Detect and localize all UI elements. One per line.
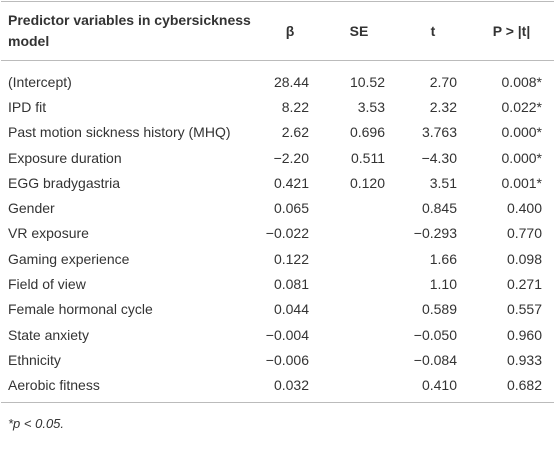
label-cell: (Intercept) xyxy=(8,73,72,90)
value-cell xyxy=(321,195,397,220)
label-cell: Female hormonal cycle xyxy=(8,301,153,318)
table-row: Exposure duration −2.20 0.511 −4.30 0.000* xyxy=(1,145,554,170)
value-cell: 0.271 xyxy=(506,276,542,293)
value-cell: 8.22 xyxy=(281,98,309,115)
value-cell: 0.122 xyxy=(273,250,309,267)
table-header: Predictor variables in cybersickness mod… xyxy=(1,1,554,61)
value-cell: −0.050 xyxy=(413,326,457,343)
value-cell: 0.696 xyxy=(349,124,385,141)
value-cell: 0.845 xyxy=(421,200,457,217)
label-cell: Gender xyxy=(8,200,55,217)
table-row: Gaming experience 0.122 1.66 0.098 xyxy=(1,246,554,271)
table-row: Ethnicity −0.006 −0.084 0.933 xyxy=(1,347,554,372)
value-cell: 0.511 xyxy=(351,149,385,166)
value-cell: 1.10 xyxy=(429,276,457,293)
value-cell: 0.032 xyxy=(259,372,321,403)
value-cell: 0.400 xyxy=(506,200,542,217)
value-cell xyxy=(321,246,397,271)
table-row: Gender 0.065 0.845 0.400 xyxy=(1,195,554,220)
value-cell: 0.022* xyxy=(501,98,542,115)
table-row: State anxiety −0.004 −0.050 0.960 xyxy=(1,322,554,347)
table-row: Female hormonal cycle 0.044 0.589 0.557 xyxy=(1,297,554,322)
table-row: Aerobic fitness 0.032 0.410 0.682 xyxy=(1,372,554,403)
value-cell: −0.084 xyxy=(413,351,457,368)
label-cell: Field of view xyxy=(8,276,86,293)
table-row: IPD fit 8.22 3.53 2.32 0.022* xyxy=(1,94,554,119)
value-cell: 3.53 xyxy=(357,98,385,115)
value-cell: 0.008* xyxy=(501,73,542,90)
value-cell: 0.589 xyxy=(421,301,457,318)
value-cell: 2.62 xyxy=(281,124,309,141)
value-cell: −0.293 xyxy=(413,225,457,242)
value-cell xyxy=(321,271,397,296)
value-cell: 28.44 xyxy=(273,73,309,90)
value-cell: −2.20 xyxy=(273,149,309,166)
column-header: SE xyxy=(321,1,397,61)
value-cell xyxy=(321,297,397,322)
value-cell: 0.557 xyxy=(506,301,542,318)
table-row: (Intercept) 28.44 10.52 2.70 0.008* xyxy=(1,61,554,95)
value-cell: 0.001* xyxy=(501,174,542,191)
table-body: (Intercept) 28.44 10.52 2.70 0.008* IPD fit 8.… xyxy=(1,61,554,403)
value-cell: 0.682 xyxy=(469,372,554,403)
value-cell: 0.000* xyxy=(501,124,542,141)
header-row: Predictor variables in cybersickness mod… xyxy=(1,1,554,61)
value-cell: 0.770 xyxy=(506,225,542,242)
table-row: Past motion sickness history (MHQ) 2.62 0.… xyxy=(1,120,554,145)
value-cell xyxy=(321,372,397,403)
label-cell: VR exposure xyxy=(8,225,89,242)
value-cell: 0.421 xyxy=(273,174,309,191)
label-cell: Ethnicity xyxy=(8,351,61,368)
value-cell: 3.51 xyxy=(429,174,457,191)
label-cell: Aerobic fitness xyxy=(1,372,259,403)
value-cell xyxy=(321,347,397,372)
column-header: β xyxy=(259,1,321,61)
value-cell: 0.000* xyxy=(501,149,542,166)
value-cell xyxy=(321,322,397,347)
value-cell: 10.52 xyxy=(349,73,385,90)
label-cell: Gaming experience xyxy=(8,250,130,267)
value-cell: 0.410 xyxy=(397,372,469,403)
value-cell: 0.120 xyxy=(349,174,385,191)
label-cell: Exposure duration xyxy=(8,149,122,166)
value-cell: 0.933 xyxy=(506,351,542,368)
value-cell: 0.098 xyxy=(506,250,542,267)
value-cell: −0.004 xyxy=(265,326,309,343)
value-cell: 0.081 xyxy=(273,276,309,293)
label-cell: EGG bradygastria xyxy=(8,174,121,191)
value-cell: 0.065 xyxy=(273,200,309,217)
value-cell: 1.66 xyxy=(429,250,457,267)
value-cell: 0.960 xyxy=(506,326,542,343)
table-row: Field of view 0.081 1.10 0.271 xyxy=(1,271,554,296)
label-cell: Past motion sickness history (MHQ) xyxy=(8,124,231,141)
column-header: P > |t| xyxy=(469,1,554,61)
value-cell: 0.044 xyxy=(273,301,309,318)
label-cell: State anxiety xyxy=(8,326,89,343)
table-row: EGG bradygastria 0.421 0.120 3.51 0.001* xyxy=(1,170,554,195)
column-header: Predictor variables in cybersickness mod… xyxy=(1,1,259,61)
value-cell: 2.32 xyxy=(429,98,457,115)
results-table: Predictor variables in cybersickness mod… xyxy=(1,1,554,403)
label-cell: IPD fit xyxy=(8,98,47,115)
value-cell: −4.30 xyxy=(421,149,457,166)
table-row: VR exposure −0.022 −0.293 0.770 xyxy=(1,221,554,246)
footnote: *p < 0.05. xyxy=(8,415,65,431)
value-cell: −0.006 xyxy=(265,351,309,368)
column-header: t xyxy=(397,1,469,61)
value-cell: 3.763 xyxy=(421,124,457,141)
value-cell: 2.70 xyxy=(429,73,457,90)
value-cell xyxy=(321,221,397,246)
value-cell: −0.022 xyxy=(265,225,309,242)
